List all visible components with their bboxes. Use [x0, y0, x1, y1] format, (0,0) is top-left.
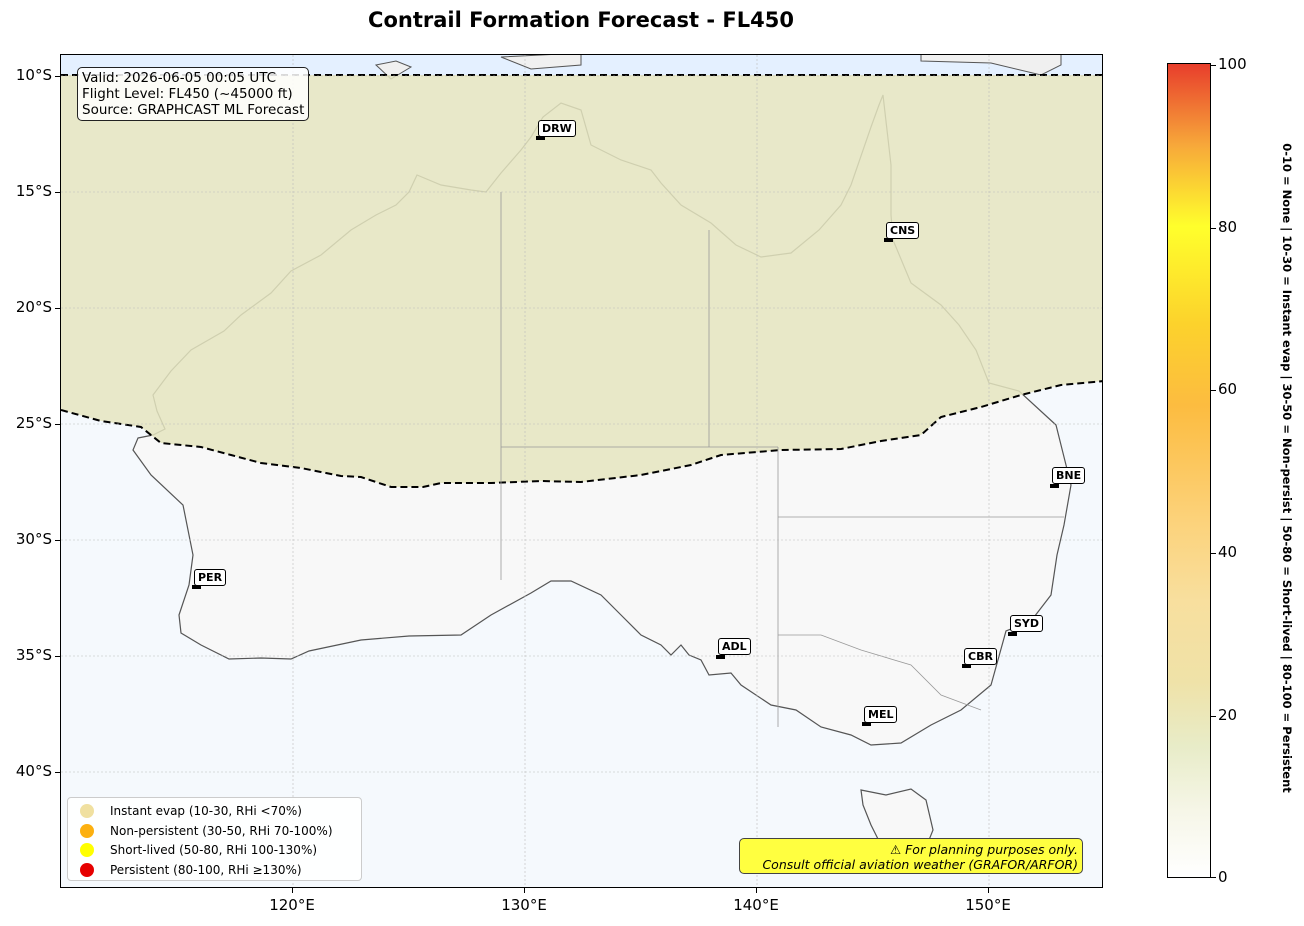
lon-tick-label: 140°E [733, 896, 779, 914]
disclaimer-line-2: Consult official aviation weather (GRAFO… [762, 857, 1078, 872]
disclaimer-line-1: ⚠ For planning purposes only. [890, 842, 1078, 857]
city-marker-cns [884, 238, 893, 242]
contrail-boundary-south [61, 380, 1102, 488]
colorbar-tick-label: 80 [1218, 218, 1238, 236]
lon-tick-mark [988, 888, 989, 893]
lat-tick-mark [55, 308, 60, 309]
colorbar-tick-label: 20 [1218, 706, 1238, 724]
city-marker-adl [716, 655, 725, 659]
legend-label: Short-lived (50-80, RHi 100-130%) [110, 843, 318, 858]
lat-tick-label: 20°S [15, 298, 52, 316]
legend-label: Instant evap (10-30, RHi <70%) [110, 803, 302, 818]
lat-tick-mark [55, 656, 60, 657]
city-label-per[interactable]: PER [194, 569, 227, 586]
city-marker-bne [1050, 484, 1059, 488]
colorbar-label: 0-10 = None | 10-30 = Instant evap | 30-… [1279, 66, 1295, 870]
lon-tick-label: 150°E [965, 896, 1011, 914]
contrail-legend: Instant evap (10-30, RHi <70%) Non-persi… [67, 797, 362, 881]
lat-tick-mark [55, 76, 60, 77]
colorbar-tick-mark [1211, 228, 1216, 229]
map-canvas [61, 55, 1102, 887]
city-marker-syd [1008, 632, 1017, 636]
city-label-adl[interactable]: ADL [718, 638, 751, 655]
state-borders [500, 192, 1064, 727]
colorbar-tick-mark [1211, 877, 1216, 878]
colorbar-tick-label: 100 [1218, 55, 1247, 73]
colorbar [1167, 63, 1211, 878]
colorbar-tick-label: 60 [1218, 380, 1238, 398]
legend-item: Instant evap (10-30, RHi <70%) [80, 801, 361, 821]
contrail-zone [61, 75, 1102, 487]
lat-tick-label: 25°S [15, 414, 52, 432]
colorbar-tick-mark [1211, 65, 1216, 66]
city-label-drw[interactable]: DRW [538, 120, 576, 137]
legend-label: Persistent (80-100, RHi ≥130%) [110, 862, 302, 877]
lon-tick-label: 130°E [501, 896, 547, 914]
legend-swatch [80, 803, 94, 818]
colorbar-tick-mark [1211, 553, 1216, 554]
planning-disclaimer: ⚠ For planning purposes only. Consult of… [739, 838, 1083, 874]
map-area[interactable] [60, 54, 1103, 888]
city-marker-per [192, 585, 201, 589]
lat-tick-mark [55, 772, 60, 773]
colorbar-tick-mark [1211, 390, 1216, 391]
city-label-syd[interactable]: SYD [1010, 615, 1044, 632]
flight-level: Flight Level: FL450 (~45000 ft) [82, 86, 293, 102]
lat-tick-label: 15°S [15, 182, 52, 200]
legend-swatch [80, 862, 94, 877]
colorbar-tick-label: 40 [1218, 543, 1238, 561]
lat-tick-label: 40°S [15, 762, 52, 780]
city-marker-mel [862, 722, 871, 726]
lon-tick-mark [756, 888, 757, 893]
city-label-cns[interactable]: CNS [886, 222, 920, 239]
legend-item: Short-lived (50-80, RHi 100-130%) [80, 840, 361, 860]
colorbar-tick-label: 0 [1218, 868, 1228, 886]
lat-tick-label: 10°S [15, 66, 52, 84]
city-marker-cbr [962, 664, 971, 668]
map-title: Contrail Formation Forecast - FL450 [368, 8, 794, 32]
lon-tick-mark [524, 888, 525, 893]
lat-tick-mark [55, 540, 60, 541]
lat-tick-label: 35°S [15, 646, 52, 664]
lat-tick-label: 30°S [15, 530, 52, 548]
city-marker-drw [536, 136, 545, 140]
lat-tick-mark [55, 192, 60, 193]
city-label-cbr[interactable]: CBR [964, 648, 997, 665]
legend-label: Non-persistent (30-50, RHi 70-100%) [110, 823, 333, 838]
valid-time: Valid: 2026-06-05 00:05 UTC [82, 70, 277, 86]
legend-swatch [80, 823, 94, 838]
legend-item: Non-persistent (30-50, RHi 70-100%) [80, 821, 361, 841]
city-label-mel[interactable]: MEL [864, 706, 898, 723]
colorbar-label-text: 0-10 = None | 10-30 = Instant evap | 30-… [1280, 143, 1294, 793]
legend-swatch [80, 843, 94, 858]
lon-tick-label: 120°E [269, 896, 315, 914]
city-label-bne[interactable]: BNE [1052, 467, 1086, 484]
lon-tick-mark [292, 888, 293, 893]
lat-tick-mark [55, 424, 60, 425]
colorbar-tick-mark [1211, 716, 1216, 717]
forecast-info-box: Valid: 2026-06-05 00:05 UTC Flight Level… [77, 67, 310, 121]
legend-item: Persistent (80-100, RHi ≥130%) [80, 860, 361, 880]
forecast-source: Source: GRAPHCAST ML Forecast [82, 102, 305, 118]
